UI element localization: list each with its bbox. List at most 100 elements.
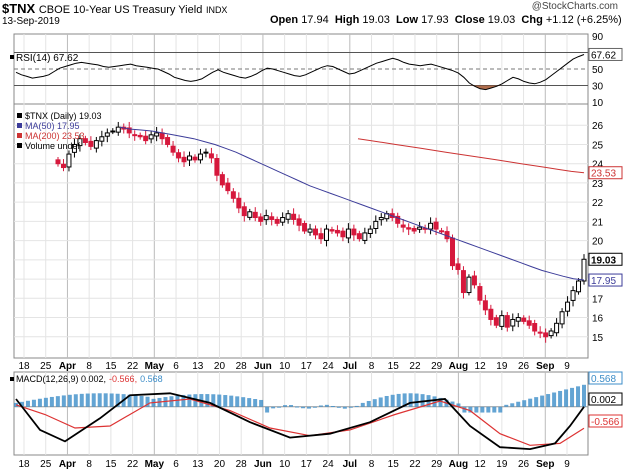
x-tick-label: 29 xyxy=(431,361,443,372)
candle xyxy=(329,226,335,234)
candle xyxy=(439,227,445,234)
macd-histogram-bar xyxy=(61,395,66,407)
macd-histogram-bar xyxy=(360,402,365,407)
macd-histogram-bar xyxy=(103,393,108,407)
candle-body xyxy=(329,229,335,232)
macd-histogram-bar xyxy=(372,399,377,407)
candle xyxy=(104,128,110,143)
candle-body xyxy=(340,230,346,238)
x-tick-label-bottom: 22 xyxy=(127,459,139,470)
candle-body xyxy=(165,137,171,145)
price-legend-entry: $TNX (Daily) 19.03 xyxy=(25,111,102,121)
macd-histogram-bar xyxy=(576,386,581,407)
macd-histogram-bar xyxy=(498,406,503,413)
x-tick-label: 12 xyxy=(475,361,487,372)
candle xyxy=(406,223,412,236)
candle xyxy=(493,314,499,329)
price-y-tick-label: 17 xyxy=(592,294,604,305)
macd-histogram-bar xyxy=(97,393,102,407)
candle xyxy=(252,207,258,222)
macd-histogram-bar xyxy=(289,405,294,407)
macd-legend-entry: 0.568 xyxy=(140,374,163,384)
price-legend-entry: Volume undef xyxy=(25,141,81,151)
price-y-tick-label: 25 xyxy=(592,140,604,151)
candle-body xyxy=(406,227,412,230)
macd-histogram-bar xyxy=(169,396,174,407)
candle-body xyxy=(252,211,258,219)
macd-legend-marker xyxy=(10,377,14,381)
candle xyxy=(170,141,176,156)
candle xyxy=(362,227,368,245)
rsi-y-tick-label: 30 xyxy=(592,82,604,93)
macd-histogram-bar xyxy=(43,397,48,407)
macd-histogram-bar xyxy=(378,397,383,407)
candle-body xyxy=(439,230,445,233)
macd-histogram-bar xyxy=(187,394,192,407)
price-y-tick-label: 22 xyxy=(592,198,604,209)
candle xyxy=(548,328,554,339)
x-tick-label-bottom: Aug xyxy=(449,459,468,470)
x-gridlines xyxy=(23,34,568,455)
x-tick-label: 19 xyxy=(496,361,508,372)
candle-body xyxy=(110,130,116,133)
candle-body xyxy=(60,163,66,169)
x-tick-label-bottom: 12 xyxy=(475,459,487,470)
candle-body xyxy=(77,138,83,147)
x-tick-label-bottom: 15 xyxy=(388,459,400,470)
candle xyxy=(230,188,236,203)
macd-histogram-bar xyxy=(235,396,240,407)
rsi-legend-marker xyxy=(10,55,14,59)
x-tick-label: Jun xyxy=(254,361,272,372)
candle xyxy=(428,217,434,235)
x-tick-label-bottom: 19 xyxy=(496,459,508,470)
x-tick-label-bottom: 13 xyxy=(192,459,204,470)
candle-body xyxy=(493,317,499,326)
candles xyxy=(55,121,587,343)
close-label: Close xyxy=(454,14,485,26)
candle-body xyxy=(356,233,362,240)
x-tick-label: 13 xyxy=(192,361,204,372)
x-tick-label-bottom: 17 xyxy=(301,459,313,470)
price-last-value-tag-box xyxy=(588,252,623,266)
candle xyxy=(455,257,461,275)
rsi-last-value-tag: 67.62 xyxy=(591,50,616,61)
candle-body xyxy=(214,158,220,176)
candle xyxy=(444,226,450,243)
candle-body xyxy=(170,145,176,153)
macd-histogram-bar xyxy=(534,397,539,407)
macd-last-value-tag-box xyxy=(588,371,623,385)
candle xyxy=(323,224,329,247)
rsi-oversold-fill xyxy=(16,85,584,90)
rsi-y-tick-label: 90 xyxy=(592,32,604,43)
macd-histogram-bar xyxy=(420,394,425,407)
macd-histogram-bar xyxy=(277,406,282,408)
candle-body xyxy=(554,322,560,334)
candle-body xyxy=(450,237,455,267)
x-tick-label-bottom: 10 xyxy=(279,459,291,470)
candle xyxy=(521,315,527,325)
macd-histogram-bar xyxy=(259,399,264,407)
macd-histogram-bar xyxy=(552,392,557,407)
candle xyxy=(71,138,77,158)
candle xyxy=(450,234,455,271)
candle xyxy=(296,214,302,232)
candle xyxy=(334,225,340,237)
macd-histogram-bar xyxy=(283,405,288,407)
macd-histogram-bar xyxy=(558,390,563,407)
macd-histogram-bar xyxy=(247,398,252,407)
candle-body xyxy=(334,229,340,234)
candle xyxy=(411,225,417,234)
macd-histogram-bar xyxy=(504,404,509,407)
watermark: @StockCharts.com xyxy=(531,1,618,12)
candle xyxy=(269,212,275,226)
price-last-value-tag-box xyxy=(588,166,623,180)
macd-legend-entry: MACD(12,26,9) 0.002, xyxy=(16,374,106,384)
candle xyxy=(274,216,280,227)
candle-body xyxy=(313,228,319,236)
low-value: 17.93 xyxy=(421,14,449,26)
candle xyxy=(543,328,549,343)
price-legend-marker xyxy=(17,143,22,148)
candle xyxy=(197,148,203,164)
candle xyxy=(384,210,390,222)
candle xyxy=(115,121,121,136)
